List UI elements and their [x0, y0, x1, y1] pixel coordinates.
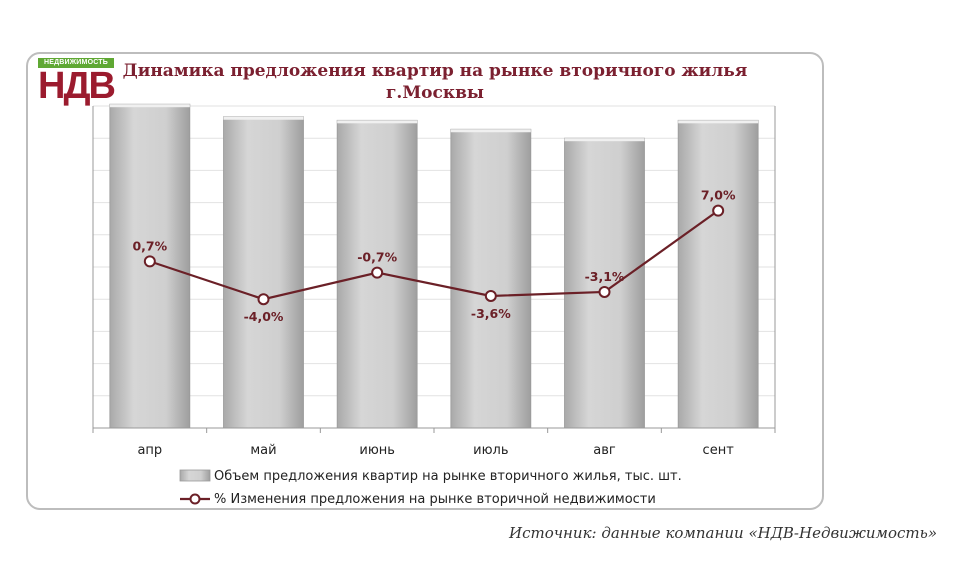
x-tick-label: авг: [593, 443, 616, 458]
bar-авг: [564, 137, 645, 429]
data-label: -3,1%: [585, 269, 625, 284]
x-tick-label: июль: [473, 443, 508, 458]
bar-top-highlight: [564, 138, 645, 142]
bar-сент: [677, 119, 759, 429]
bar-июль: [450, 128, 532, 429]
x-tick-label: май: [250, 443, 276, 458]
title-line-2: г.Москвы: [386, 83, 484, 103]
x-tick-label: апр: [137, 443, 162, 458]
bar-top-highlight: [109, 104, 190, 108]
bar-top-highlight: [678, 120, 759, 124]
legend-label-line: % Изменения предложения на рынке вторичн…: [214, 492, 656, 507]
title-line-1: Динамика предложения квартир на рынке вт…: [122, 61, 748, 81]
logo-band: НЕДВИЖИМОСТЬ: [38, 58, 114, 68]
data-label: -0,7%: [357, 250, 397, 265]
data-label: 0,7%: [132, 238, 167, 253]
data-label: -3,6%: [471, 306, 511, 321]
line-point: [143, 255, 156, 268]
legend-label-bar: Объем предложения квартир на рынке втори…: [214, 469, 682, 484]
line-change-percent: [149, 209, 719, 301]
line-point: [257, 293, 270, 306]
x-tick-label: июнь: [359, 443, 395, 458]
source-note: Источник: данные компании «НДВ-Недвижимо…: [508, 524, 937, 542]
data-label: -4,0%: [244, 309, 284, 324]
data-label: 7,0%: [701, 188, 736, 203]
chart-title: Динамика предложения квартир на рынке вт…: [120, 60, 750, 104]
legend-marker-line: [189, 493, 201, 505]
bar-top-highlight: [223, 116, 304, 120]
line-point: [598, 285, 611, 298]
x-tick-label: сент: [703, 443, 735, 458]
company-logo: НЕДВИЖИМОСТЬ НДВ: [38, 58, 116, 106]
line-point: [484, 289, 497, 302]
line-point: [371, 266, 384, 279]
bar-top-highlight: [337, 120, 418, 124]
logo-text: НДВ: [38, 65, 116, 107]
legend-swatch-bar: [179, 469, 211, 482]
bar-май: [223, 116, 304, 429]
bar-top-highlight: [450, 129, 531, 133]
line-point: [712, 204, 725, 217]
